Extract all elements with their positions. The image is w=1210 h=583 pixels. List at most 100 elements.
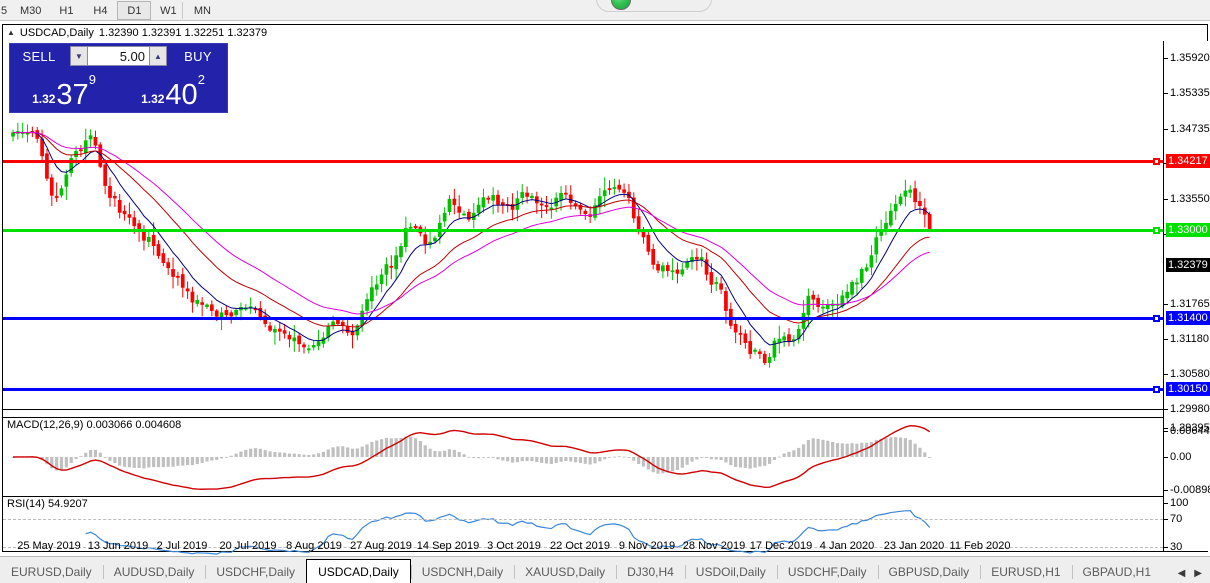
price-tag-blue[interactable]: 1.30150 — [1166, 382, 1210, 396]
buy-price-prefix: 1.32 — [141, 92, 165, 106]
volume-decrease-icon[interactable]: ▼ — [70, 46, 88, 66]
sell-button[interactable]: SELL — [22, 48, 56, 64]
chart-tab-dj30-h4[interactable]: DJ30,H4 — [616, 561, 685, 583]
chart-tab-eurusd-h1[interactable]: EURUSD,H1 — [980, 561, 1071, 583]
timeframe-m30-button[interactable]: M30 — [20, 4, 42, 17]
date-label: 2 Jul 2019 — [156, 540, 208, 552]
volume-input[interactable]: 5.00 — [88, 46, 149, 66]
volume-increase-icon[interactable]: ▲ — [149, 46, 167, 66]
macd-signal-line — [12, 424, 931, 490]
price-tag-blue[interactable]: 1.31400 — [1166, 311, 1210, 325]
chart-tab-usdchf-daily[interactable]: USDCHF,Daily — [205, 561, 306, 583]
pane-divider-2 — [3, 417, 1163, 418]
buy-price-fraction: 2 — [197, 72, 205, 87]
date-label: 4 Jan 2020 — [819, 540, 875, 552]
date-label: 3 Oct 2019 — [487, 540, 541, 552]
buy-price-big: 40 — [165, 79, 198, 112]
chart-tab-gbpaud-h1[interactable]: GBPAUD,H1 — [1071, 561, 1162, 583]
resistance-line-red[interactable] — [3, 158, 1163, 165]
macd-pane[interactable]: MACD(12,26,9) 0.003066 0.004608 — [3, 418, 1163, 496]
level-line-green[interactable] — [3, 227, 1163, 234]
chart-tab-usdcnh-daily[interactable]: USDCNH,Daily — [410, 561, 514, 583]
rsi-label: RSI(14) 54.9207 — [7, 498, 88, 510]
price-tag-red[interactable]: 1.34217 — [1166, 154, 1210, 168]
timeframe-d1-button[interactable]: D1 — [117, 1, 152, 20]
timeframe-mn-button[interactable]: MN — [193, 4, 211, 17]
price-tick-label: 1.29395 — [1164, 422, 1210, 434]
candlestick-svg — [11, 122, 932, 368]
price-tick-label: 1.29980 — [1164, 403, 1210, 415]
macd-tick-label: 0.006448 — [1164, 425, 1210, 437]
moving-average-slow — [12, 132, 930, 315]
chart-ohlc-values: 1.32390 1.32391 1.32251 1.32379 — [98, 27, 268, 39]
timeframe-5-button[interactable]: 5 — [1, 4, 8, 17]
chart-tab-audusd-daily[interactable]: AUDUSD,Daily — [102, 561, 206, 583]
connection-status-pill[interactable] — [596, 0, 712, 12]
price-tick-label: 1.35920 — [1164, 52, 1210, 64]
moving-average-mid — [12, 131, 930, 328]
toolbar-divider — [182, 2, 183, 19]
timeframe-w1-button[interactable]: W1 — [160, 4, 177, 17]
date-label: 28 Nov 2019 — [682, 540, 746, 552]
price-tick-label: 1.34735 — [1164, 123, 1210, 135]
timeframe-h1-button[interactable]: H1 — [59, 4, 74, 17]
sell-price-box[interactable]: 1.32 37 9 — [11, 68, 117, 111]
collapse-caret-icon[interactable]: ▲ — [7, 28, 15, 37]
level-drag-handle[interactable] — [1153, 386, 1160, 393]
date-axis-labels: 25 May 2019 13 Jun 2019 2 Jul 2019 20 Jul 2… — [2, 540, 1208, 554]
rsi-band-70 — [3, 519, 1163, 520]
macd-tick-label: 0.00 — [1163, 451, 1192, 463]
pane-divider-3 — [3, 496, 1163, 497]
macd-histogram — [11, 436, 932, 474]
level-drag-handle[interactable] — [1153, 315, 1160, 322]
date-label: 23 Jan 2020 — [883, 540, 945, 552]
sell-price-fraction: 9 — [88, 72, 96, 87]
price-tick-label: 1.30580 — [1164, 368, 1210, 380]
chart-tabs-bar: EURUSD,Daily AUDUSD,Daily USDCHF,Daily USDC… — [0, 556, 1210, 583]
chart-tab-xauusd-daily[interactable]: XAUUSD,Daily — [514, 561, 616, 583]
rsi-tick-label: 70 — [1163, 513, 1183, 525]
buy-button[interactable]: BUY — [184, 48, 212, 64]
support-line-blue-1[interactable] — [3, 315, 1163, 322]
date-label: 11 Feb 2020 — [949, 540, 1011, 552]
level-drag-handle[interactable] — [1153, 227, 1160, 234]
price-tag-black[interactable]: 1.32379 — [1166, 258, 1210, 272]
chart-tab-usdoil-daily[interactable]: USDOil,Daily — [684, 561, 777, 583]
tab-scroll-right-icon[interactable]: ▶ — [1194, 568, 1202, 579]
timeframe-h4-button[interactable]: H4 — [93, 4, 108, 17]
price-tick-label: 1.31765 — [1164, 298, 1210, 310]
sell-price-prefix: 1.32 — [32, 92, 56, 106]
macd-label: MACD(12,26,9) 0.003066 0.004608 — [7, 419, 182, 431]
level-drag-handle[interactable] — [1153, 158, 1160, 165]
chart-window: ▲ USDCAD,Daily 1.32390 1.32391 1.32251 1… — [2, 24, 1210, 569]
candle-series — [11, 122, 932, 368]
rsi-svg — [85, 510, 931, 555]
date-label: 13 Jun 2019 — [87, 540, 149, 552]
price-tick-label: 1.35335 — [1164, 87, 1210, 99]
volume-stepper[interactable]: ▼ 5.00 ▲ — [70, 46, 167, 66]
price-tick-label: 1.33550 — [1164, 193, 1210, 205]
price-chart-pane[interactable] — [3, 41, 1163, 401]
support-line-blue-2[interactable] — [3, 386, 1163, 393]
chart-title-row: ▲ USDCAD,Daily 1.32390 1.32391 1.32251 1… — [3, 25, 1207, 41]
timeframe-buttons: 5 M30 H1 H4 D1 W1 MN — [0, 0, 219, 21]
tab-scroll-left-icon[interactable]: ◀ — [1177, 568, 1186, 579]
price-tag-green[interactable]: 1.33000 — [1166, 223, 1210, 237]
chart-tab-gbpusd-daily[interactable]: GBPUSD,Daily — [877, 561, 981, 583]
plot-area: MACD(12,26,9) 0.003066 0.004608 RSI(14) … — [3, 41, 1210, 569]
date-label: 8 Aug 2019 — [286, 540, 342, 552]
green-circle-icon — [611, 0, 631, 10]
date-label: 20 Jul 2019 — [219, 540, 277, 552]
price-scale[interactable]: 1.359201.353351.347351.341351.335501.329… — [1163, 41, 1210, 567]
macd-tick-label: -0.008982 — [1164, 484, 1210, 496]
chart-tab-eurusd-daily[interactable]: EURUSD,Daily — [11, 565, 92, 579]
rsi-pane[interactable]: RSI(14) 54.9207 — [3, 497, 1163, 563]
one-click-trading-panel: SELL ▼ 5.00 ▲ BUY 1.32 37 9 1.32 40 2 — [9, 43, 228, 113]
rsi-line — [85, 510, 931, 555]
rsi-tick-label: 30 — [1163, 541, 1183, 553]
chart-tab-usdcad-daily[interactable]: USDCAD,Daily — [306, 559, 411, 583]
buy-price-box[interactable]: 1.32 40 2 — [120, 68, 226, 111]
date-label: 25 May 2019 — [17, 540, 81, 552]
chart-tab-usdchf-daily[interactable]: USDCHF,Daily — [776, 561, 878, 583]
chart-symbol-label: USDCAD,Daily — [19, 27, 94, 39]
